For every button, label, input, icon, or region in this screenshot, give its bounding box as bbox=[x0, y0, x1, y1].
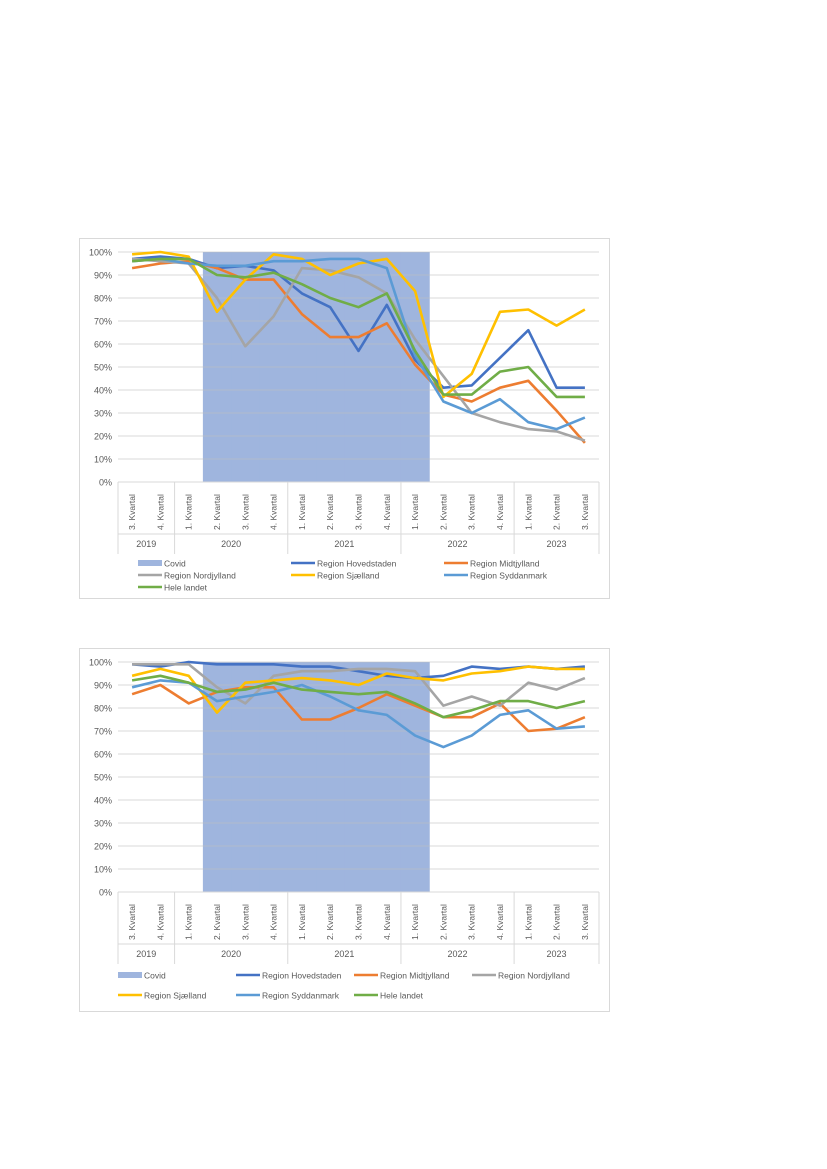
legend-label: Region Midtjylland bbox=[470, 559, 540, 569]
x-category-label: 4. Kvartal bbox=[269, 494, 279, 530]
legend: Covid Region Hovedstaden Region Midtjyllan… bbox=[118, 971, 570, 1001]
x-category-label: 2. Kvartal bbox=[438, 904, 448, 940]
y-tick-label: 50% bbox=[94, 363, 112, 373]
y-tick-label: 80% bbox=[94, 294, 112, 304]
y-tick-label: 100% bbox=[89, 658, 112, 668]
x-category-label: 2. Kvartal bbox=[438, 494, 448, 530]
year-label: 2020 bbox=[221, 539, 241, 549]
x-category-label: 2. Kvartal bbox=[325, 904, 335, 940]
x-category-label: 1. Kvartal bbox=[523, 494, 533, 530]
gridlines bbox=[118, 251, 599, 460]
x-category-label: 3. Kvartal bbox=[127, 494, 137, 530]
x-category-label: 4. Kvartal bbox=[382, 494, 392, 530]
x-category-label: 3. Kvartal bbox=[127, 904, 137, 940]
legend-label: Hele landet bbox=[164, 583, 208, 593]
legend-label: Region Sjælland bbox=[144, 991, 207, 1001]
x-category-label: 4. Kvartal bbox=[382, 904, 392, 940]
chart-2-svg: 0% 10% 20% 30% 40% 50% 60% 70% 80% 90% 100% 3. Kvar… bbox=[89, 658, 600, 1001]
x-category-label: 1. Kvartal bbox=[523, 904, 533, 940]
y-tick-label: 100% bbox=[89, 248, 112, 258]
x-category-label: 3. Kvartal bbox=[240, 494, 250, 530]
series-region-syddanmark bbox=[131, 679, 586, 749]
x-category-label: 3. Kvartal bbox=[467, 904, 477, 940]
y-tick-label: 60% bbox=[94, 750, 112, 760]
legend-label: Covid bbox=[164, 559, 186, 569]
x-category-label: 1. Kvartal bbox=[410, 904, 420, 940]
chart-regional-1: 0% 10% 20% 30% 40% 50% 60% 70% 80% 90% 100% 3. Kvar… bbox=[79, 238, 610, 599]
year-label: 2021 bbox=[334, 539, 354, 549]
y-tick-label: 0% bbox=[99, 478, 112, 488]
x-category-label: 3. Kvartal bbox=[580, 904, 590, 940]
y-tick-label: 90% bbox=[94, 681, 112, 691]
y-tick-label: 20% bbox=[94, 842, 112, 852]
year-label: 2023 bbox=[547, 539, 567, 549]
x-category-label: 2. Kvartal bbox=[212, 494, 222, 530]
x-category-label: 1. Kvartal bbox=[297, 494, 307, 530]
year-label: 2023 bbox=[547, 949, 567, 959]
x-category-label: 3. Kvartal bbox=[467, 494, 477, 530]
x-category-label: 1. Kvartal bbox=[184, 494, 194, 530]
legend-label: Region Midtjylland bbox=[380, 971, 450, 981]
x-category-label: 4. Kvartal bbox=[495, 494, 505, 530]
series-region-nordjylland bbox=[132, 663, 586, 708]
legend-label: Region Syddanmark bbox=[262, 991, 340, 1001]
year-label: 2022 bbox=[448, 539, 468, 549]
legend-label: Region Hovedstaden bbox=[262, 971, 342, 981]
x-category-label: 1. Kvartal bbox=[184, 904, 194, 940]
x-category-label: 2. Kvartal bbox=[552, 904, 562, 940]
year-label: 2021 bbox=[334, 949, 354, 959]
year-label: 2020 bbox=[221, 949, 241, 959]
legend: Covid Region Hovedstaden Region Midtjyllan… bbox=[138, 559, 548, 593]
x-category-label: 1. Kvartal bbox=[297, 904, 307, 940]
legend-label: Region Nordjylland bbox=[164, 571, 236, 581]
year-label: 2019 bbox=[136, 949, 156, 959]
y-tick-label: 50% bbox=[94, 773, 112, 783]
chart-1-svg: 0% 10% 20% 30% 40% 50% 60% 70% 80% 90% 100% 3. Kvar… bbox=[89, 248, 600, 593]
series-region-sj-lland bbox=[131, 250, 586, 399]
y-tick-label: 20% bbox=[94, 432, 112, 442]
legend-label: Region Sjælland bbox=[317, 571, 380, 581]
x-category-label: 1. Kvartal bbox=[410, 494, 420, 530]
legend-label: Region Nordjylland bbox=[498, 971, 570, 981]
year-label: 2022 bbox=[448, 949, 468, 959]
x-category-label: 4. Kvartal bbox=[269, 904, 279, 940]
legend-label: Region Hovedstaden bbox=[317, 559, 397, 569]
legend-label: Covid bbox=[144, 971, 166, 981]
y-tick-label: 30% bbox=[94, 409, 112, 419]
x-category-label: 3. Kvartal bbox=[354, 494, 364, 530]
x-category-label: 4. Kvartal bbox=[155, 494, 165, 530]
chart-regional-2: 0% 10% 20% 30% 40% 50% 60% 70% 80% 90% 100% 3. Kvar… bbox=[79, 648, 610, 1012]
y-tick-label: 70% bbox=[94, 727, 112, 737]
y-tick-label: 40% bbox=[94, 386, 112, 396]
year-label: 2019 bbox=[136, 539, 156, 549]
legend-label: Hele landet bbox=[380, 991, 424, 1001]
x-category-label: 4. Kvartal bbox=[155, 904, 165, 940]
x-category-label: 3. Kvartal bbox=[240, 904, 250, 940]
x-category-label: 3. Kvartal bbox=[354, 904, 364, 940]
y-tick-label: 0% bbox=[99, 888, 112, 898]
y-tick-label: 60% bbox=[94, 340, 112, 350]
legend-label: Region Syddanmark bbox=[470, 571, 548, 581]
y-tick-label: 40% bbox=[94, 796, 112, 806]
series-region-sj-lland bbox=[131, 665, 585, 714]
x-category-label: 3. Kvartal bbox=[580, 494, 590, 530]
x-category-label: 4. Kvartal bbox=[495, 904, 505, 940]
y-tick-label: 90% bbox=[94, 271, 112, 281]
y-tick-label: 30% bbox=[94, 819, 112, 829]
x-category-label: 2. Kvartal bbox=[212, 904, 222, 940]
x-category-label: 2. Kvartal bbox=[325, 494, 335, 530]
y-tick-label: 10% bbox=[94, 455, 112, 465]
y-tick-label: 80% bbox=[94, 704, 112, 714]
series-hele-landet bbox=[131, 674, 586, 719]
legend-swatch-covid bbox=[118, 972, 142, 978]
x-category-label: 2. Kvartal bbox=[552, 494, 562, 530]
y-tick-label: 70% bbox=[94, 317, 112, 327]
series-hele-landet bbox=[131, 257, 585, 399]
legend-swatch-covid bbox=[138, 560, 162, 566]
y-tick-label: 10% bbox=[94, 865, 112, 875]
series-region-hovedstaden bbox=[131, 660, 586, 680]
